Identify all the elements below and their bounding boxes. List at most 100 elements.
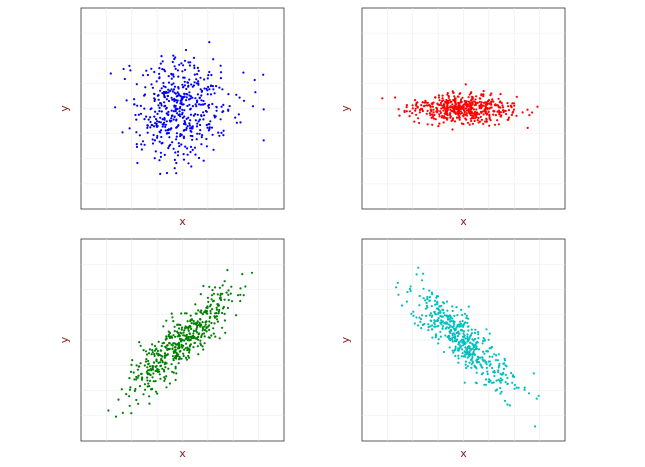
scatter-point <box>500 101 503 105</box>
scatter-point <box>486 370 489 373</box>
scatter-point <box>194 312 197 315</box>
scatter-point <box>421 109 424 113</box>
scatter-point <box>199 103 203 106</box>
scatter-point <box>172 357 175 360</box>
scatter-point <box>192 336 195 340</box>
scatter-point <box>464 363 467 366</box>
scatter-point <box>208 285 211 288</box>
scatter-point <box>172 88 176 91</box>
scatter-point <box>203 102 207 105</box>
scatter-point <box>185 333 188 337</box>
scatter-point <box>453 337 457 340</box>
scatter-point <box>140 148 143 151</box>
scatter-point <box>157 98 160 101</box>
scatter-point <box>167 81 171 84</box>
scatter-point <box>230 285 233 288</box>
scatter-point <box>206 325 209 328</box>
scatter-point <box>167 88 170 91</box>
scatter-point <box>193 64 196 67</box>
scatter-point <box>493 123 497 126</box>
scatter-point <box>183 109 186 112</box>
scatter-point <box>203 87 206 90</box>
scatter-point <box>408 110 411 113</box>
scatter-point <box>461 352 464 355</box>
scatter-point <box>456 95 459 98</box>
scatter-point <box>494 114 497 117</box>
scatter-point <box>478 113 481 116</box>
scatter-point <box>221 88 224 91</box>
scatter-point <box>466 356 469 359</box>
scatter-point <box>133 389 136 392</box>
scatter-point <box>405 110 408 113</box>
scatter-point <box>107 409 110 412</box>
scatter-point <box>457 109 460 112</box>
scatter-point <box>167 110 170 113</box>
scatter-point <box>199 323 203 326</box>
scatter-point <box>212 327 215 330</box>
scatter-point <box>152 361 155 364</box>
scatter-point <box>443 107 446 110</box>
scatter-point <box>496 119 499 122</box>
scatter-point <box>447 99 450 102</box>
scatter-point <box>471 347 474 350</box>
scatter-point <box>215 318 219 321</box>
scatter-point <box>521 111 524 114</box>
scatter-point <box>129 370 133 373</box>
scatter-point <box>123 77 126 81</box>
scatter-point <box>469 335 472 338</box>
scatter-point <box>464 360 467 363</box>
scatter-point <box>499 377 502 380</box>
scatter-point <box>477 337 480 340</box>
scatter-point <box>154 150 157 153</box>
scatter-point <box>146 124 149 127</box>
scatter-point <box>480 104 483 107</box>
scatter-point <box>235 93 238 96</box>
scatter-point <box>219 298 223 302</box>
scatter-point <box>189 134 192 137</box>
scatter-point <box>185 99 188 102</box>
scatter-point <box>168 347 171 351</box>
scatter-point <box>474 112 477 115</box>
scatter-point <box>198 96 201 100</box>
scatter-point <box>182 158 186 161</box>
scatter-point <box>405 104 408 107</box>
scatter-point <box>135 378 138 381</box>
scatter-point <box>449 116 452 119</box>
scatter-point <box>451 309 454 313</box>
scatter-point <box>436 302 439 306</box>
scatter-point <box>461 313 464 317</box>
scatter-point <box>446 316 449 319</box>
scatter-point <box>167 335 170 338</box>
scatter-point <box>215 308 219 311</box>
scatter-point <box>210 126 214 129</box>
scatter-point <box>442 350 445 354</box>
scatter-point <box>456 111 459 115</box>
scatter-point <box>474 98 477 101</box>
scatter-point <box>420 318 423 321</box>
scatter-point <box>436 110 439 113</box>
scatter-point <box>416 101 419 104</box>
scatter-point <box>159 121 162 124</box>
scatter-point <box>184 145 187 148</box>
scatter-point <box>418 121 421 125</box>
scatter-point <box>187 85 190 88</box>
scatter-point <box>189 95 193 98</box>
scatter-point <box>211 85 214 88</box>
scatter-point <box>163 68 166 71</box>
scatter-point <box>218 134 221 137</box>
scatter-point <box>193 73 196 76</box>
scatter-point <box>197 80 200 83</box>
scatter-point <box>189 145 193 148</box>
scatter-point <box>219 71 223 74</box>
scatter-point <box>222 134 225 137</box>
scatter-point <box>188 103 191 106</box>
scatter-point <box>220 105 223 108</box>
scatter-point <box>441 94 444 97</box>
scatter-point <box>156 134 159 138</box>
scatter-point <box>459 320 462 323</box>
scatter-point <box>154 390 158 393</box>
scatter-point <box>405 106 408 109</box>
scatter-point <box>502 362 505 365</box>
scatter-point <box>475 371 478 374</box>
